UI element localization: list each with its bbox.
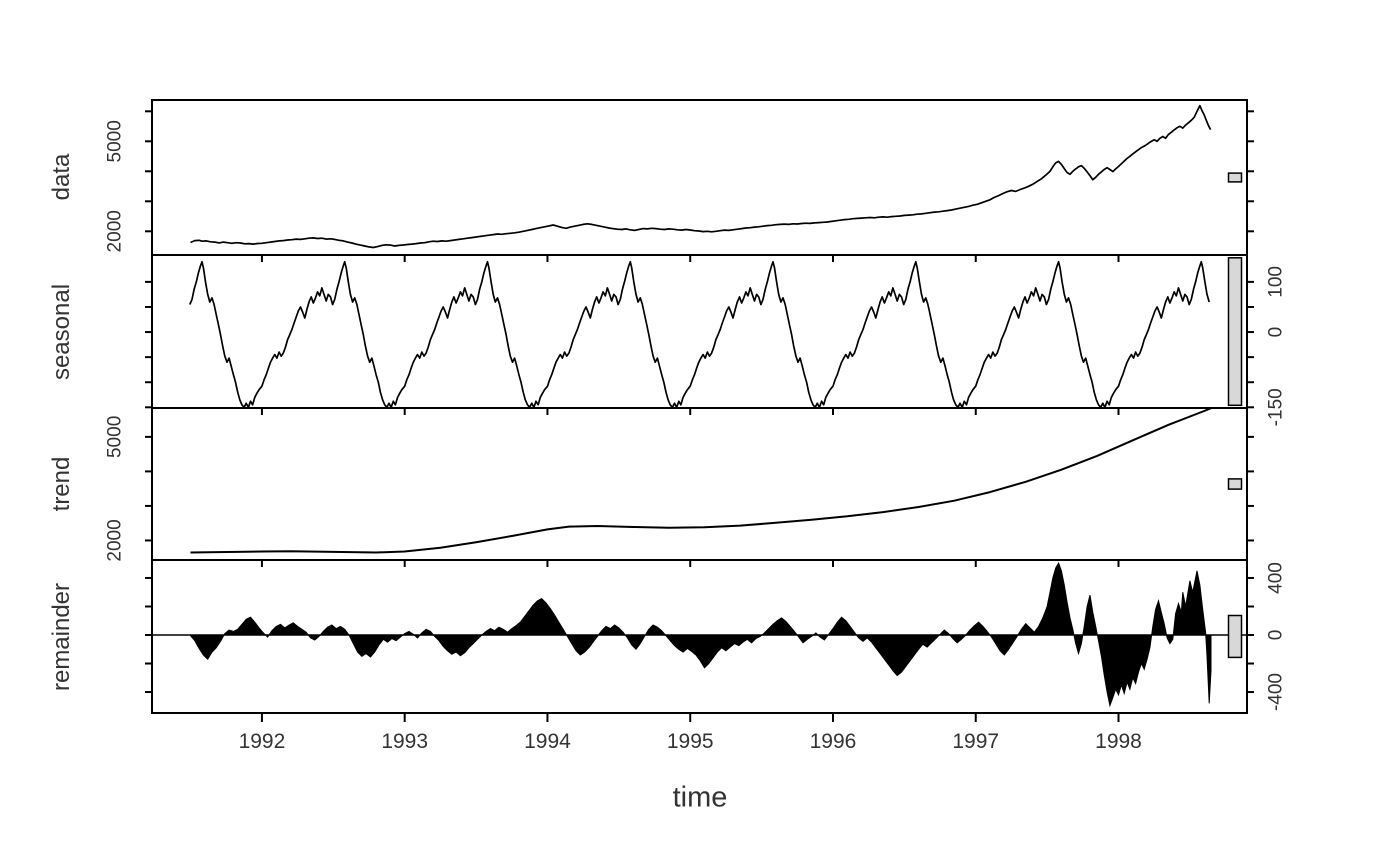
y-tick-label: 2000 [105,210,126,252]
y-tick-label: -150 [1266,388,1287,426]
range-bar [1227,172,1243,183]
y-tick-label: 2000 [105,519,126,561]
panel-label-seasonal: seasonal [48,283,75,381]
y-tick-label: 5000 [105,416,126,458]
x-tick-label: 1995 [667,730,714,753]
x-axis-title: time [672,781,728,814]
range-bar [1227,257,1243,407]
y-tick-label: 5000 [105,120,126,162]
trend-series [190,408,1212,554]
x-tick-label: 1998 [1095,730,1142,753]
panel-remainder: 400 0 -400 [145,559,1287,714]
y-tick-label: 100 [1266,266,1287,298]
x-tick-label: 1993 [381,730,428,753]
y-tick-label: 400 [1266,562,1287,594]
panel-label-trend: trend [48,456,75,512]
remainder-series [190,561,1212,708]
y-tick-label: 0 [1266,630,1287,641]
x-tick-label: 1994 [524,730,571,753]
y-tick-label: 0 [1266,327,1287,338]
data-series [190,104,1212,249]
x-tick-label: 1992 [239,730,286,753]
panel-label-remainder: remainder [48,582,75,692]
x-tick-label: 1996 [810,730,857,753]
y-tick-label: -400 [1266,673,1287,711]
range-bar [1227,614,1243,659]
range-bar [1227,478,1243,490]
panel-border [151,559,1248,714]
panel-label-data: data [48,153,75,201]
x-tick-label: 1997 [952,730,999,753]
seasonal-series [189,260,1211,408]
